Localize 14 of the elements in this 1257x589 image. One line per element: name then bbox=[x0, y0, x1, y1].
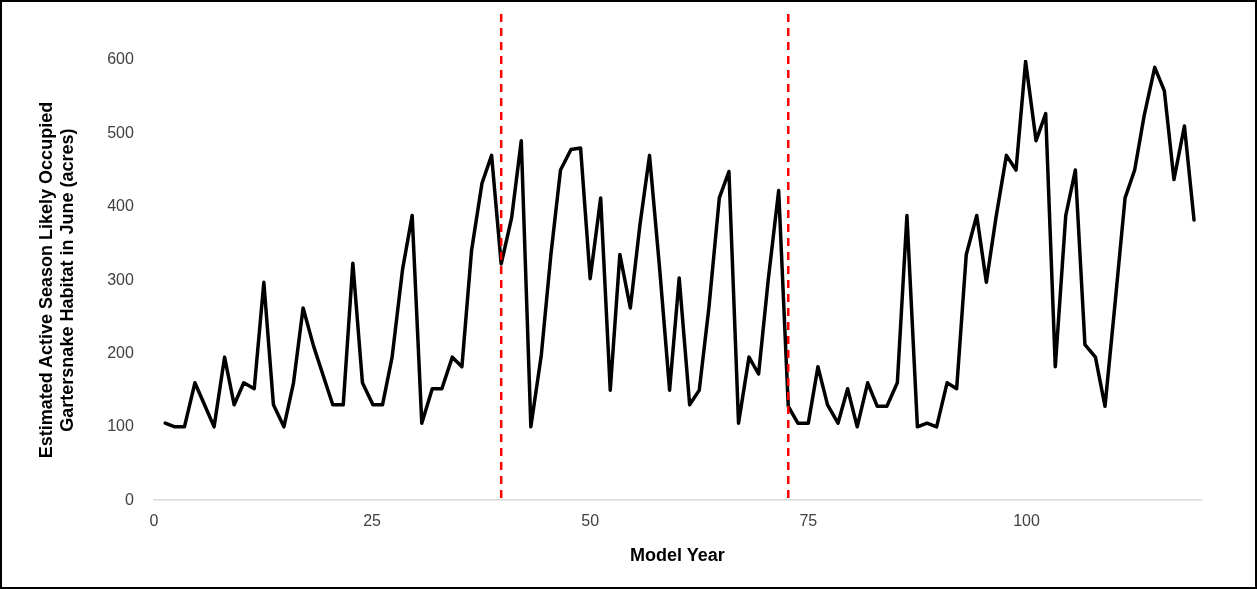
y-tick-label: 300 bbox=[107, 270, 134, 288]
x-tick-label: 50 bbox=[581, 512, 600, 530]
y-tick-label: 500 bbox=[107, 123, 134, 141]
x-axis-title: Model Year bbox=[630, 545, 725, 566]
y-tick-label: 400 bbox=[107, 197, 134, 215]
y-tick-label: 200 bbox=[107, 343, 134, 361]
y-axis-title: Estimated Active Season Likely Occupied Gartersnake Habitat in June (acres) bbox=[35, 101, 78, 459]
y-tick-label: 0 bbox=[124, 490, 134, 508]
x-tick-label: 100 bbox=[1013, 512, 1040, 530]
y-tick-label: 600 bbox=[107, 50, 134, 68]
x-tick-label: 75 bbox=[799, 512, 818, 530]
x-tick-label: 0 bbox=[149, 512, 159, 530]
x-tick-label: 25 bbox=[363, 512, 382, 530]
y-tick-label: 100 bbox=[107, 417, 134, 435]
